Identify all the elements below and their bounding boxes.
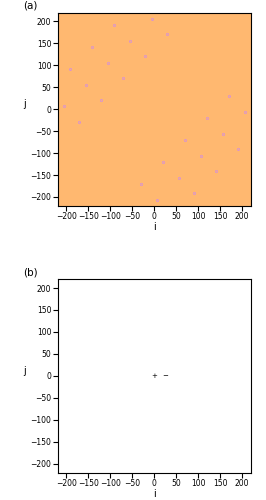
Text: (b): (b)	[23, 268, 38, 278]
Text: −: −	[162, 373, 168, 379]
Y-axis label: j: j	[24, 99, 26, 109]
X-axis label: i: i	[153, 489, 156, 499]
Text: +: +	[151, 373, 157, 379]
X-axis label: i: i	[153, 222, 156, 232]
Text: (a): (a)	[23, 0, 37, 10]
Y-axis label: j: j	[24, 366, 26, 376]
